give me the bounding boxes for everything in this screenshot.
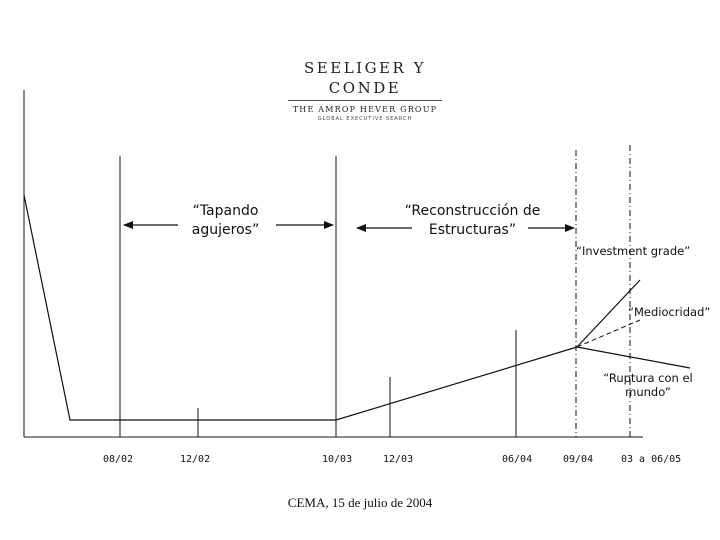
phase-label-reconstruccion: “Reconstrucción de Estructuras” — [380, 202, 565, 240]
logo-name: SEELIGER Y CONDE — [304, 59, 426, 97]
scenario-label-investment: “Investment grade” — [576, 244, 691, 258]
logo-rule — [288, 100, 442, 101]
trajectory-line — [23, 194, 578, 421]
tick-label-09-04: 09/04 — [563, 454, 594, 465]
company-logo: SEELIGER Y CONDE THE AMROP HEVER GROUP G… — [280, 58, 450, 122]
branch-ruptura — [576, 346, 691, 369]
phase-label-reconstruccion-line2: Estructuras” — [428, 222, 517, 238]
branch-investment-grade — [576, 279, 641, 348]
logo-tagline: GLOBAL EXECUTIVE SEARCH — [317, 116, 413, 122]
phase-label-tapando-line1: “Tapando — [192, 203, 259, 219]
scenario-label-ruptura-line2: mundo” — [625, 385, 671, 399]
tick-label-10-03: 10/03 — [322, 454, 353, 465]
phase-label-tapando-line2: agujeros” — [191, 222, 260, 238]
phase-label-tapando: “Tapando agujeros” — [168, 202, 283, 240]
phase-label-reconstruccion-line1: “Reconstrucción de — [404, 203, 541, 219]
tick-label-12-02: 12/02 — [180, 454, 211, 465]
scenario-label-ruptura: “Ruptura con el mundo” — [596, 371, 700, 399]
tick-label-06-04: 06/04 — [502, 454, 533, 465]
logo-group: THE AMROP HEVER GROUP — [292, 105, 438, 114]
footer-caption: CEMA, 15 de julio de 2004 — [287, 495, 433, 510]
scenario-label-mediocridad: “Mediocridad” — [628, 305, 711, 319]
branch-mediocridad-dashed — [576, 319, 641, 348]
scenario-label-ruptura-line1: “Ruptura con el — [603, 371, 693, 385]
tick-label-03-06-05: 03 a 06/05 — [621, 454, 682, 465]
tick-label-12-03: 12/03 — [383, 454, 414, 465]
tick-label-08-02: 08/02 — [103, 454, 134, 465]
